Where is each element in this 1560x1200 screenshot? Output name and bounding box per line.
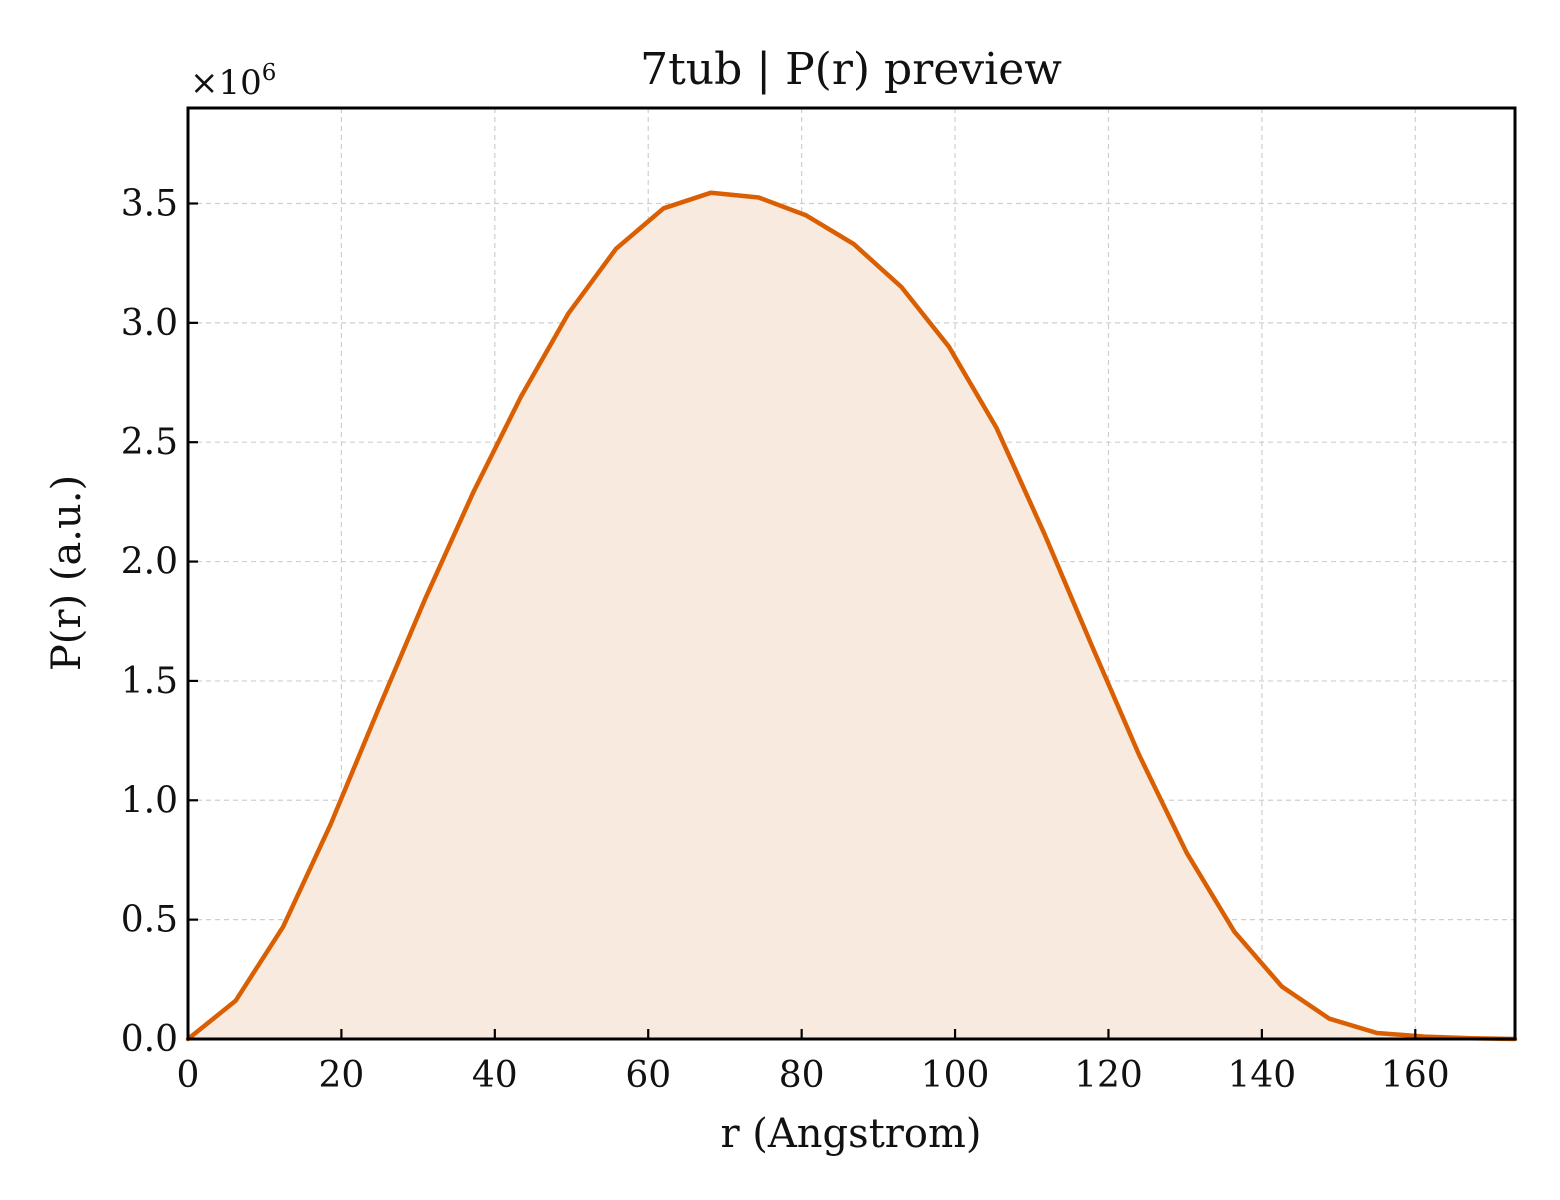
y-axis-label: P(r) (a.u.) (44, 475, 90, 671)
pr-area-fill (188, 192, 1515, 1039)
y-multiplier: ×106 (190, 60, 276, 103)
x-tick-label: 40 (472, 1055, 518, 1096)
y-tick-label: 1.0 (121, 780, 178, 821)
x-tick-label: 160 (1381, 1055, 1450, 1096)
y-tick-label: 2.0 (121, 542, 178, 583)
x-tick-label: 140 (1228, 1055, 1297, 1096)
axis-ticks: 0 20 40 60 80 100 120 140 160 0.0 0.5 1.0 1.5 2.0 2.5 3… (121, 183, 1450, 1096)
x-tick-label: 0 (177, 1055, 200, 1096)
y-tick-label: 1.5 (121, 661, 178, 702)
data-points (187, 192, 1516, 1040)
y-tick-label: 0.0 (121, 1019, 178, 1060)
y-tick-label: 2.5 (121, 422, 178, 463)
y-tick-label: 3.5 (121, 183, 178, 224)
x-axis-label: r (Angstrom) (720, 1111, 981, 1157)
x-tick-label: 60 (625, 1055, 671, 1096)
plot-frame (186, 106, 1517, 1041)
chart-title: 7tub | P(r) preview (640, 44, 1062, 95)
x-tick-label: 100 (921, 1055, 990, 1096)
y-tick-label: 0.5 (121, 900, 178, 941)
x-tick-label: 20 (319, 1055, 365, 1096)
x-tick-label: 80 (779, 1055, 825, 1096)
x-tick-label: 120 (1074, 1055, 1143, 1096)
y-tick-label: 3.0 (121, 303, 178, 344)
